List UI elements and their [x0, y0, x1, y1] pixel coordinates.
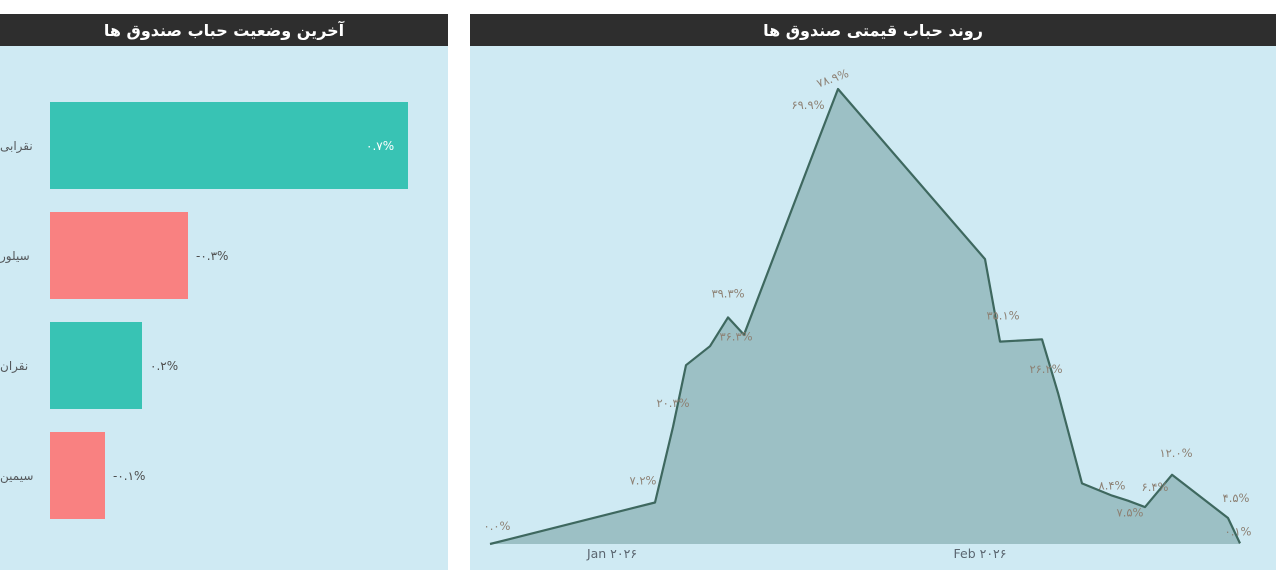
data-point-label: ۱۲.۰%: [1159, 446, 1192, 460]
data-point-label: ۳۹.۳%: [711, 286, 744, 300]
x-axis-tick-label: Feb ۲۰۲۶: [954, 546, 1007, 561]
bar: [50, 322, 142, 409]
category-label: سیمین: [0, 468, 34, 483]
data-point-label: ۸.۴%: [1099, 479, 1126, 493]
bar-row: نقران ۰.۲%: [0, 322, 448, 409]
bubble-trend-chart: ۰.۰% ۷.۲% ۲۰.۳% ۳۹.۳% ۳۶.۳% ۶۹.۹% ۷۸.۹% ۳۵.۱% ۲۶…: [470, 46, 1276, 570]
category-label: سیلور: [0, 248, 30, 263]
bar-value-label: -۰.۱%: [113, 468, 146, 483]
bar: [50, 432, 105, 519]
data-point-label: ۰.۰%: [484, 519, 511, 533]
data-point-label: ۲۰.۳%: [656, 396, 689, 410]
bubble-status-panel: آخرین وضعیت حباب صندوق ها نقرابی ۰.۷% سیلو…: [0, 0, 448, 570]
bar: [50, 102, 408, 189]
data-point-label: ۲۶.۲%: [1029, 362, 1062, 376]
trend-area-fill: [490, 89, 1240, 544]
bubble-status-chart: نقرابی ۰.۷% سیلور -۰.۳% نقران ۰.۲% سیمین -۰.۱%: [0, 46, 448, 570]
bar-row: نقرابی ۰.۷%: [0, 102, 448, 189]
category-label: نقرابی: [0, 138, 33, 153]
data-point-label: ۷۸.۹%: [815, 66, 851, 91]
data-point-label: ۳۶.۳%: [719, 330, 752, 344]
category-label: نقران: [0, 358, 29, 373]
bubble-trend-panel: روند حباب قیمتی صندوق ها ۰.۰% ۷.۲% ۲۰.۳% ۳۹…: [470, 0, 1276, 570]
bar-value-label: ۰.۷%: [366, 138, 395, 153]
data-point-label: ۶۹.۹%: [791, 98, 824, 112]
x-axis-tick-label: Jan ۲۰۲۶: [586, 546, 637, 561]
data-point-label: ۴.۵%: [1223, 491, 1250, 505]
bubble-status-title: آخرین وضعیت حباب صندوق ها: [103, 20, 345, 40]
bubble-status-title-bar: آخرین وضعیت حباب صندوق ها: [0, 14, 448, 46]
trend-line: [489, 87, 1241, 546]
bar-value-label: ۰.۲%: [150, 358, 179, 373]
data-point-label: ۰.۱%: [1225, 524, 1252, 538]
bar-row: سیلور -۰.۳%: [0, 212, 448, 299]
data-point-label: ۶.۴%: [1142, 480, 1169, 494]
bubble-trend-svg: ۰.۰% ۷.۲% ۲۰.۳% ۳۹.۳% ۳۶.۳% ۶۹.۹% ۷۸.۹% ۳۵.۱% ۲۶…: [484, 66, 1252, 561]
data-point-label: ۷.۲%: [630, 473, 657, 487]
bar-row: سیمین -۰.۱%: [0, 432, 448, 519]
bubble-trend-title-bar: روند حباب قیمتی صندوق ها: [470, 14, 1276, 46]
bar-value-label: -۰.۳%: [196, 248, 229, 263]
data-point-label: ۷.۵%: [1117, 506, 1144, 520]
bubble-trend-title: روند حباب قیمتی صندوق ها: [763, 20, 983, 40]
bar: [50, 212, 188, 299]
data-point-label: ۳۵.۱%: [986, 309, 1019, 323]
